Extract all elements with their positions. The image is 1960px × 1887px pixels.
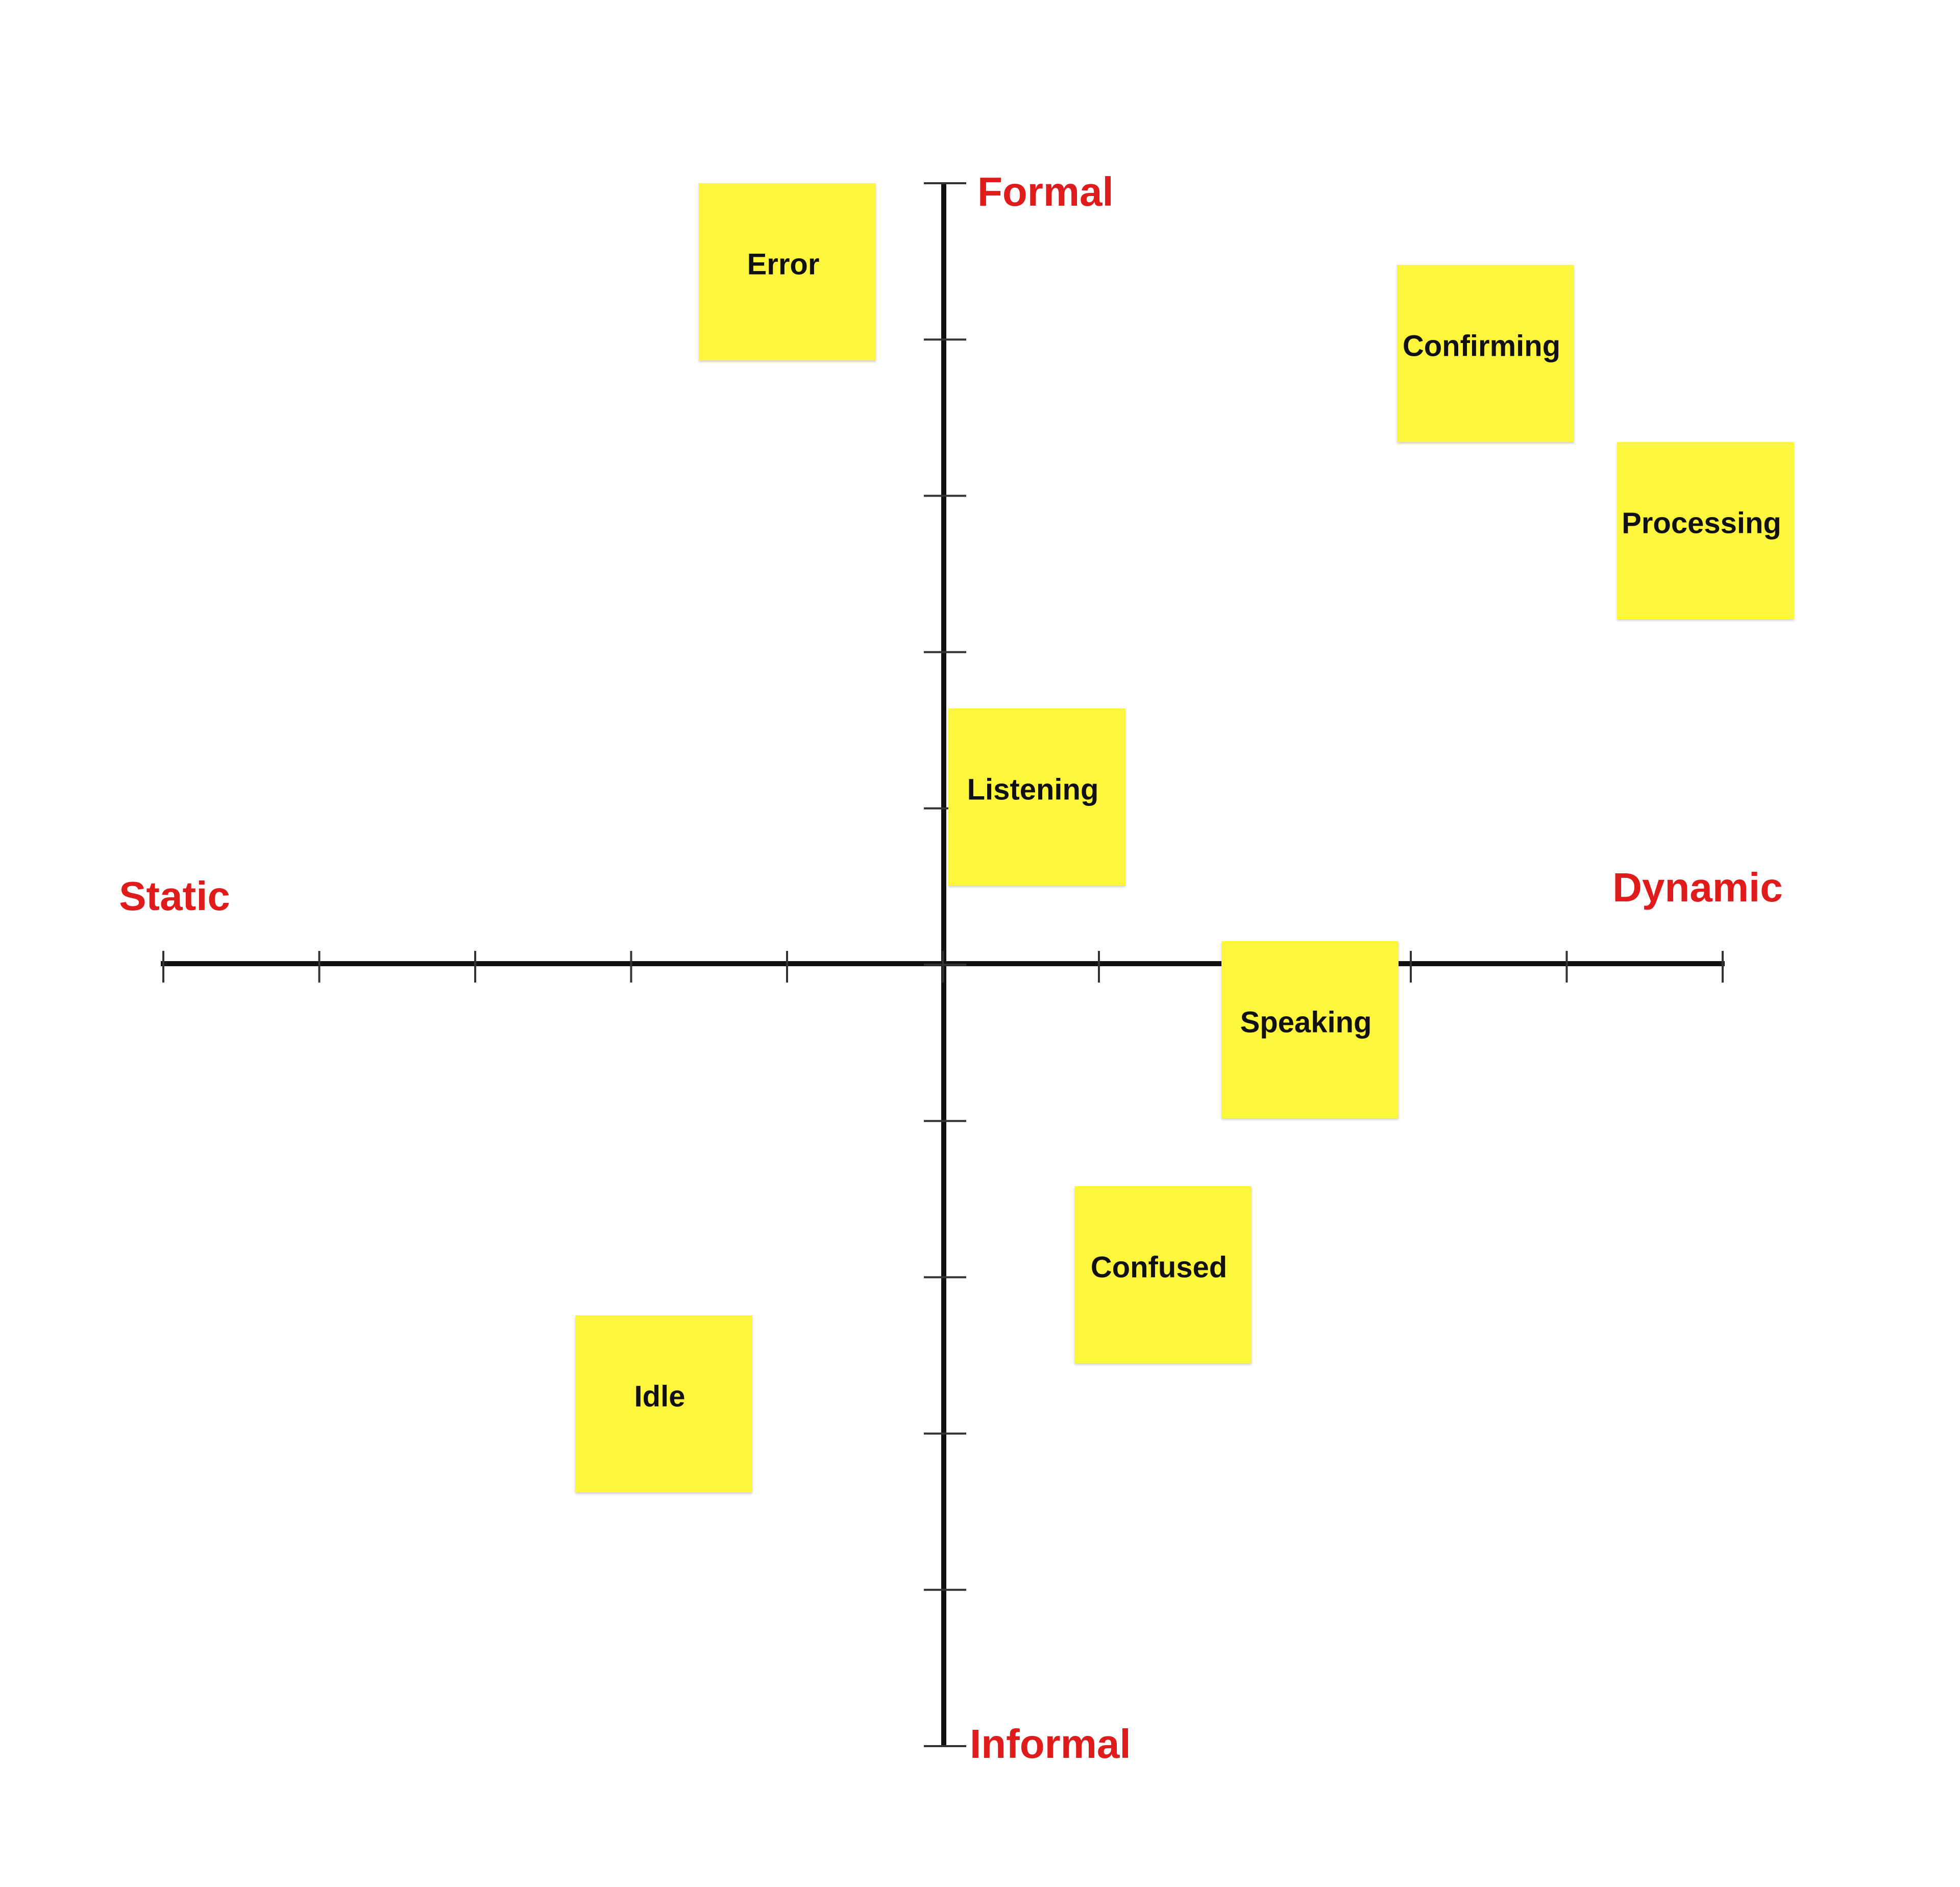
- note-paper: [1397, 265, 1574, 442]
- sticky-note: Idle: [575, 1315, 752, 1492]
- sticky-notes: Error Confirming Processing Listening Speaki…: [575, 183, 1794, 1492]
- sticky-note: Speaking: [1221, 941, 1399, 1118]
- note-label: Processing: [1622, 506, 1781, 540]
- note-label: Idle: [634, 1380, 685, 1413]
- axis-label-left: Static: [119, 873, 230, 919]
- sticky-note: Processing: [1617, 442, 1794, 619]
- note-paper: [1221, 941, 1399, 1118]
- note-label: Error: [747, 248, 820, 281]
- note-label: Confirming: [1403, 329, 1560, 362]
- note-paper: [1617, 442, 1794, 619]
- sticky-note: Listening: [948, 708, 1125, 886]
- note-label: Listening: [967, 773, 1099, 806]
- axis-label-right: Dynamic: [1612, 865, 1782, 910]
- axis-label-bottom: Informal: [970, 1721, 1131, 1767]
- note-paper: [948, 708, 1125, 886]
- note-paper: [1074, 1186, 1252, 1363]
- note-label: Speaking: [1240, 1006, 1372, 1039]
- sticky-note: Confused: [1074, 1186, 1252, 1363]
- sticky-note: Confirming: [1397, 265, 1574, 442]
- note-paper: [575, 1315, 752, 1492]
- note-label: Confused: [1091, 1251, 1227, 1284]
- note-paper: [699, 183, 876, 360]
- ticks: [162, 182, 1724, 1747]
- axis-label-top: Formal: [977, 169, 1114, 214]
- sticky-note: Error: [699, 183, 876, 360]
